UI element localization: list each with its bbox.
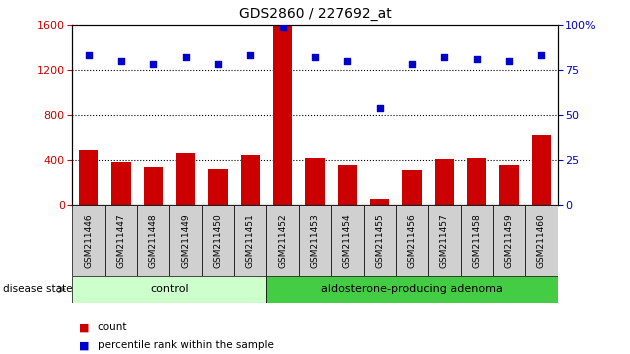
- Bar: [144, 167, 163, 205]
- Bar: [176, 153, 195, 205]
- FancyBboxPatch shape: [72, 205, 105, 276]
- FancyBboxPatch shape: [299, 205, 331, 276]
- Bar: [338, 165, 357, 205]
- Text: percentile rank within the sample: percentile rank within the sample: [98, 340, 273, 350]
- Bar: [370, 199, 389, 205]
- Bar: [435, 159, 454, 205]
- Text: aldosterone-producing adenoma: aldosterone-producing adenoma: [321, 284, 503, 295]
- FancyBboxPatch shape: [525, 205, 558, 276]
- Point: [342, 58, 352, 64]
- Text: control: control: [150, 284, 189, 295]
- Bar: [306, 158, 324, 205]
- Bar: [112, 162, 130, 205]
- Point: [278, 24, 288, 29]
- Point: [536, 53, 546, 58]
- Point: [84, 53, 94, 58]
- FancyBboxPatch shape: [72, 276, 266, 303]
- Text: GSM211457: GSM211457: [440, 213, 449, 268]
- FancyBboxPatch shape: [202, 205, 234, 276]
- FancyBboxPatch shape: [169, 205, 202, 276]
- FancyBboxPatch shape: [493, 205, 525, 276]
- Text: disease state: disease state: [3, 284, 72, 295]
- Point: [439, 55, 449, 60]
- Point: [181, 55, 191, 60]
- Text: GSM211456: GSM211456: [408, 213, 416, 268]
- Text: GDS2860 / 227692_at: GDS2860 / 227692_at: [239, 7, 391, 21]
- FancyBboxPatch shape: [105, 205, 137, 276]
- Point: [407, 62, 417, 67]
- Bar: [500, 165, 518, 205]
- FancyBboxPatch shape: [266, 205, 299, 276]
- Text: ■: ■: [79, 322, 89, 332]
- FancyBboxPatch shape: [396, 205, 428, 276]
- Point: [116, 58, 126, 64]
- Bar: [79, 150, 98, 205]
- Text: GSM211455: GSM211455: [375, 213, 384, 268]
- Text: GSM211450: GSM211450: [214, 213, 222, 268]
- Text: count: count: [98, 322, 127, 332]
- Text: GSM211448: GSM211448: [149, 213, 158, 268]
- FancyBboxPatch shape: [428, 205, 461, 276]
- Point: [472, 56, 482, 62]
- Text: ■: ■: [79, 340, 89, 350]
- Point: [213, 62, 223, 67]
- FancyBboxPatch shape: [331, 205, 364, 276]
- FancyBboxPatch shape: [137, 205, 169, 276]
- Point: [148, 62, 158, 67]
- Bar: [467, 159, 486, 205]
- FancyBboxPatch shape: [364, 205, 396, 276]
- Bar: [532, 135, 551, 205]
- Bar: [209, 169, 227, 205]
- Text: GSM211446: GSM211446: [84, 213, 93, 268]
- Text: GSM211452: GSM211452: [278, 213, 287, 268]
- FancyBboxPatch shape: [461, 205, 493, 276]
- Bar: [241, 155, 260, 205]
- Text: GSM211453: GSM211453: [311, 213, 319, 268]
- Text: GSM211460: GSM211460: [537, 213, 546, 268]
- Point: [310, 55, 320, 60]
- Text: GSM211454: GSM211454: [343, 213, 352, 268]
- Point: [245, 53, 255, 58]
- Text: GSM211451: GSM211451: [246, 213, 255, 268]
- Text: GSM211458: GSM211458: [472, 213, 481, 268]
- Text: GSM211447: GSM211447: [117, 213, 125, 268]
- Text: GSM211459: GSM211459: [505, 213, 513, 268]
- FancyBboxPatch shape: [266, 276, 558, 303]
- FancyBboxPatch shape: [234, 205, 266, 276]
- Text: GSM211449: GSM211449: [181, 213, 190, 268]
- Point: [504, 58, 514, 64]
- Bar: [403, 170, 421, 205]
- Point: [375, 105, 385, 111]
- Bar: [273, 26, 292, 205]
